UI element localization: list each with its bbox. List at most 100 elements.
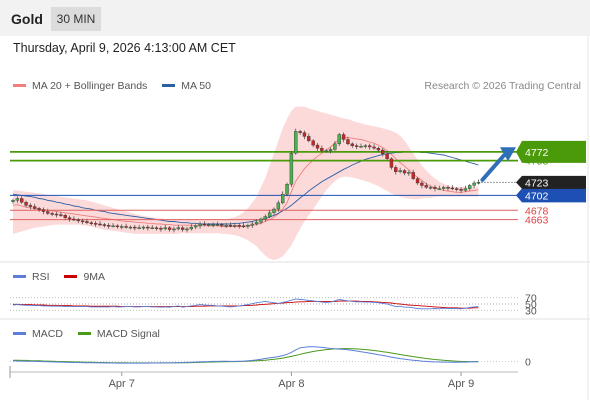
time-axis-label: Apr 7	[109, 378, 135, 390]
candle-body	[176, 227, 181, 230]
candle-body	[172, 228, 176, 231]
candle-body	[459, 188, 463, 191]
candle-body	[128, 226, 133, 229]
candle-body	[93, 223, 98, 225]
candle-body	[446, 187, 450, 189]
candle-body	[437, 188, 441, 190]
candle-body	[28, 205, 33, 207]
candle-body	[137, 227, 141, 229]
candle-body	[133, 226, 137, 229]
candle-body	[289, 152, 294, 185]
rsi-line	[12, 298, 479, 310]
chart-datetime: Thursday, April 9, 2026 4:13:00 AM CET	[13, 41, 236, 55]
candle-body	[124, 226, 128, 228]
candle-body	[246, 225, 250, 227]
level-4678-label: 4678	[525, 205, 549, 217]
candle-body	[424, 185, 428, 188]
candle-body	[320, 147, 324, 151]
macd-line	[12, 346, 479, 364]
forecast-arrow-head	[500, 147, 516, 162]
candle-body	[455, 188, 459, 190]
time-axis-label: Apr 8	[278, 378, 304, 390]
last-price-tag	[516, 175, 586, 189]
candle-body	[463, 188, 468, 191]
candle-body	[20, 198, 24, 203]
legend-macd-signal-label: MACD Signal	[96, 328, 160, 340]
level-4772-tag	[516, 140, 586, 163]
candle-body	[115, 225, 120, 228]
candle-body	[89, 222, 94, 224]
candle-body	[11, 200, 15, 202]
candle-body	[63, 215, 67, 218]
candle-body	[159, 228, 163, 230]
legend-bollinger-label: MA 20 + Bollinger Bands	[32, 80, 148, 92]
candle-body	[180, 227, 185, 230]
candle-body	[120, 226, 124, 228]
candle-body	[307, 136, 311, 141]
level-4758-label: 4758	[525, 156, 549, 168]
rsi-axis-label: 50	[525, 299, 537, 311]
candle-body	[33, 206, 37, 209]
candle-body	[346, 139, 350, 145]
candle-body	[411, 172, 415, 179]
candle-body	[198, 223, 202, 227]
candle-body	[146, 226, 150, 229]
level-4702-tag	[516, 188, 586, 203]
candle-body	[354, 145, 359, 147]
rsi-swatch	[13, 274, 26, 278]
macd-swatch	[13, 331, 26, 335]
candle-body	[185, 228, 189, 231]
candle-body	[415, 178, 420, 184]
candle-body	[80, 220, 85, 223]
candle-body	[276, 202, 281, 210]
candle-body	[285, 184, 289, 195]
forecast-arrow-shaft	[480, 153, 506, 182]
candle-body	[389, 158, 394, 168]
candle-body	[398, 170, 402, 172]
candle-body	[228, 225, 233, 227]
candle-body	[98, 223, 102, 226]
candle-body	[341, 134, 346, 140]
candle-body	[224, 225, 228, 227]
candle-body	[154, 227, 159, 229]
candle-body	[302, 132, 307, 137]
candle-body	[59, 214, 63, 216]
main-legend: MA 20 + Bollinger Bands MA 50	[13, 80, 211, 92]
candle-body	[368, 145, 372, 148]
candle-body	[259, 218, 263, 223]
candle-body	[111, 225, 115, 228]
time-axis-label: Apr 9	[448, 378, 474, 390]
candle-body	[167, 227, 172, 230]
candle-body	[350, 143, 354, 146]
legend-ma50-label: MA 50	[181, 80, 211, 92]
candle-body	[311, 140, 315, 146]
rsi-ma-swatch	[64, 274, 78, 278]
candle-body	[376, 147, 381, 151]
candle-body	[189, 226, 194, 230]
candle-body	[250, 223, 254, 226]
candle-body	[76, 219, 80, 222]
legend-rsi-label: RSI	[32, 271, 50, 283]
candle-body	[433, 187, 437, 189]
candle-body	[281, 193, 285, 204]
candle-body	[385, 153, 389, 159]
candle-body	[402, 170, 407, 174]
candle-body	[237, 225, 241, 227]
bollinger-band-area	[13, 106, 479, 260]
candle-body	[202, 223, 207, 226]
candle-body	[298, 131, 302, 133]
candle-body	[267, 212, 272, 217]
rsi-legend: RSI 9MA	[13, 271, 105, 283]
candle-body	[220, 224, 224, 226]
candle-body	[207, 224, 211, 226]
rsi-axis-label: 30	[525, 305, 537, 317]
candle-body	[363, 145, 368, 147]
ma50-swatch	[162, 83, 176, 87]
candle-body	[241, 225, 246, 228]
timeframe-button[interactable]: 30 MIN	[51, 7, 101, 31]
candle-body	[263, 216, 267, 220]
candle-body	[50, 213, 54, 215]
candle-body	[472, 182, 476, 186]
candle-body	[46, 211, 50, 214]
